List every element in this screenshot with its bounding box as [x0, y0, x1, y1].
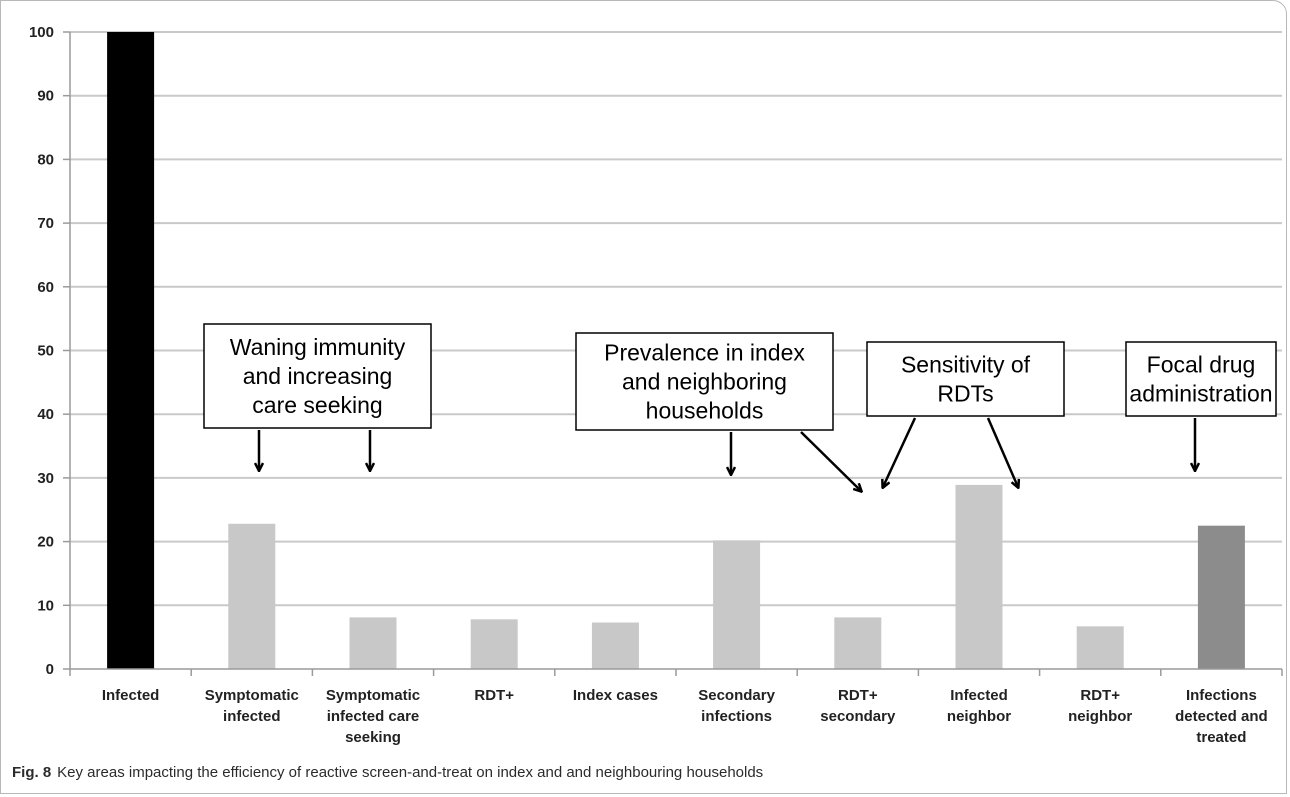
x-tick-label: Symptomatic infected care seeking [326, 687, 420, 746]
y-tick-labels: 0 10 20 30 40 50 60 70 80 90 100 [29, 24, 54, 678]
annotation-arrows [259, 417, 1195, 491]
annotation-text-line: households [646, 398, 764, 424]
annotation-box-3: Sensitivity of RDTs [866, 341, 1065, 417]
y-tick-label: 80 [37, 151, 54, 168]
x-tick-label-line: seeking [345, 729, 401, 746]
annotation-text-line: Focal drug [1147, 352, 1256, 378]
x-tick-label-line: RDT+ [838, 687, 878, 704]
x-tick-label: Secondary infections [698, 687, 775, 725]
x-tick-label: Infections detected and treated [1175, 687, 1268, 746]
caption-label: Fig. 8 [12, 764, 52, 781]
bar-8 [955, 484, 1003, 669]
annotation-text-line: RDTs [937, 381, 993, 407]
annotation-box-4: Focal drug administration [1125, 341, 1277, 417]
bar-4 [470, 619, 518, 669]
figure-caption: Fig. 8 Key areas impacting the efficiency… [12, 764, 763, 781]
y-tick-label: 90 [37, 88, 54, 105]
annotation-box-2: Prevalence in index and neighboring househ… [575, 332, 834, 431]
x-tick-label: RDT+ secondary [820, 687, 896, 725]
annotation-text-line: care seeking [252, 392, 382, 418]
x-tick-label-line: Symptomatic [205, 687, 299, 704]
x-tick-label-line: treated [1196, 729, 1246, 746]
y-tick-label: 40 [37, 406, 54, 423]
annotation-text-line: administration [1129, 381, 1272, 407]
bar-5 [591, 622, 639, 669]
x-tick-label-line: infected [223, 708, 281, 725]
annotation-box-border [1125, 341, 1277, 417]
annotation-box-1: Waning immunity and increasing care seekin… [203, 323, 432, 429]
annotation-text-line: Prevalence in index [604, 340, 805, 366]
x-tick-label-line: neighbor [1068, 708, 1132, 725]
x-tick-label-line: Secondary [698, 687, 775, 704]
annotation-box-border [203, 323, 432, 429]
bar-1 [107, 32, 155, 669]
caption-text: Key areas impacting the efficiency of re… [57, 764, 764, 781]
annotation-text: Sensitivity of RDTs [901, 352, 1031, 407]
gridlines [70, 31, 1282, 607]
y-tick-label: 30 [37, 470, 54, 487]
bar-10 [1197, 525, 1245, 669]
x-tick-labels: Infected Symptomatic infected Symptomatic in… [102, 687, 1268, 746]
annotation-arrow [883, 417, 917, 487]
y-tick-label: 60 [37, 279, 54, 296]
bar-2 [228, 523, 276, 669]
annotation-text-line: Waning immunity [230, 334, 406, 360]
x-tick-label: RDT+ neighbor [1068, 687, 1132, 725]
annotation-boxes: Waning immunity and increasing care seekin… [203, 323, 1277, 431]
annotation-arrow [986, 417, 1018, 487]
annotation-text-line: and neighboring [622, 369, 787, 395]
annotation-text-line: Sensitivity of [901, 352, 1031, 378]
x-tick-label: Infected [102, 687, 160, 704]
y-tick-label: 20 [37, 534, 54, 551]
x-tick-label: RDT+ [474, 687, 514, 704]
x-tick-label-line: Infected [102, 687, 160, 704]
x-tick-label-line: Infections [1186, 687, 1257, 704]
y-tick-label: 70 [37, 215, 54, 232]
x-tick-label-line: secondary [820, 708, 896, 725]
x-tick-label-line: Index cases [573, 687, 658, 704]
x-tick-label-line: detected and [1175, 708, 1268, 725]
x-tick-label: Symptomatic infected [205, 687, 299, 725]
x-tick-label-line: Symptomatic [326, 687, 420, 704]
y-tick-label: 100 [29, 24, 54, 41]
bar-6 [713, 540, 761, 669]
annotation-text-line: and increasing [243, 363, 393, 389]
annotation-box-border [575, 332, 834, 431]
x-tick-label: Index cases [573, 687, 658, 704]
y-tick-label: 50 [37, 343, 54, 360]
bar-7 [834, 617, 882, 669]
annotation-box-border [866, 341, 1065, 417]
x-tick-label-line: infections [701, 708, 772, 725]
x-tick-label-line: RDT+ [1080, 687, 1120, 704]
annotation-text: Focal drug administration [1129, 352, 1272, 407]
y-tick-label: 0 [46, 661, 54, 678]
x-tick-label-line: neighbor [947, 708, 1011, 725]
axes [63, 31, 1283, 676]
bars [107, 32, 1245, 669]
x-tick-label-line: Infected [950, 687, 1008, 704]
bar-9 [1076, 626, 1124, 669]
annotation-text: Waning immunity and increasing care seekin… [230, 334, 406, 418]
y-tick-label: 10 [37, 597, 54, 614]
annotation-arrow [800, 431, 861, 491]
annotation-text: Prevalence in index and neighboring househ… [604, 340, 805, 424]
x-tick-label-line: infected care [327, 708, 420, 725]
bar-3 [349, 617, 397, 669]
x-tick-label: Infected neighbor [947, 687, 1011, 725]
x-tick-label-line: RDT+ [474, 687, 514, 704]
bar-chart: 0 10 20 30 40 50 60 70 80 90 100 Infected Symptomat… [29, 24, 1283, 746]
